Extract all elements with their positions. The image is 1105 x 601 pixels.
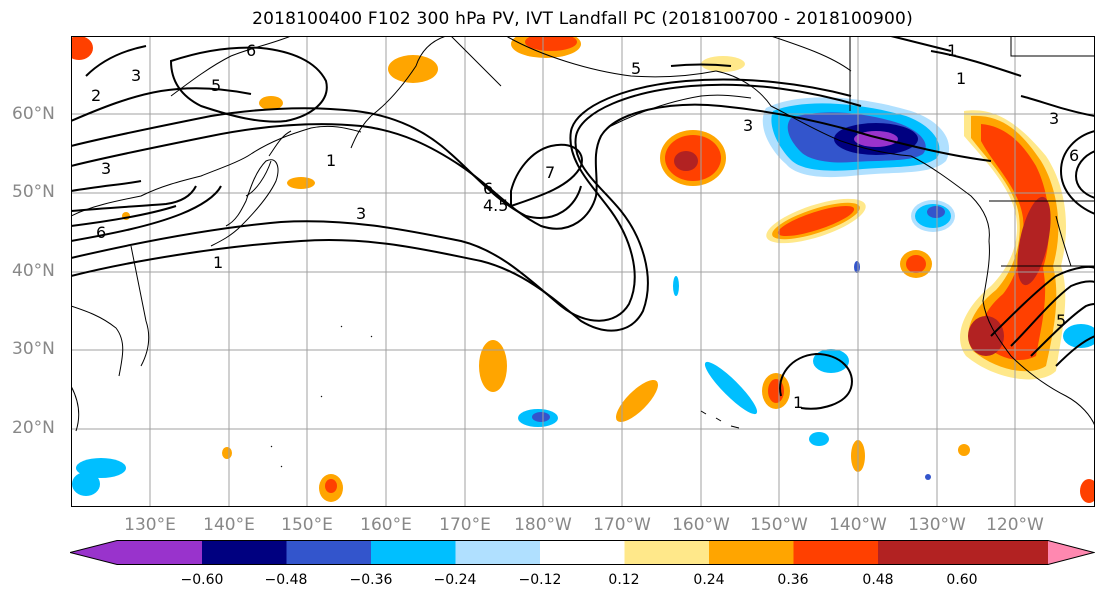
lon-label-170w: 170°W	[593, 515, 651, 535]
colorbar-tick-label: 0.36	[777, 572, 809, 588]
lon-label-160w: 160°W	[672, 515, 730, 535]
lat-label-50n: 50°N	[12, 182, 55, 202]
colorbar-tick-label: −0.48	[264, 572, 308, 588]
contour-label: 6	[96, 223, 106, 242]
colorbar-tick-label: 0.24	[693, 572, 725, 588]
contour-label: 5	[631, 59, 641, 78]
lon-label-160e: 160°E	[360, 515, 412, 535]
colorbar-tick-label: −0.36	[349, 572, 393, 588]
colorbar-tick-label: 0.12	[608, 572, 640, 588]
lat-label-40n: 40°N	[12, 261, 55, 281]
colorbar-tick-label: −0.12	[518, 572, 562, 588]
lon-label-170e: 170°E	[439, 515, 491, 535]
contour-label: 1	[213, 253, 223, 272]
colorbar-cell	[371, 540, 456, 565]
contour-label: 1	[326, 151, 336, 170]
map-panel: 6 5 3 2 6 3 1 1 7 6 4.5 3 6 5 1 1 3 1 3 …	[71, 36, 1095, 507]
colorbar-tick-label: −0.24	[433, 572, 477, 588]
contour-label: 1	[793, 393, 803, 412]
colorbar-tick-label: −0.60	[180, 572, 224, 588]
coastlines	[71, 36, 1095, 468]
lon-label-130w: 130°W	[908, 515, 966, 535]
colorbar	[70, 540, 1095, 565]
contour-label: 5	[211, 76, 221, 95]
lat-label-20n: 20°N	[12, 418, 55, 438]
contour-label: 1	[947, 41, 957, 60]
lon-label-130e: 130°E	[124, 515, 176, 535]
lon-label-150e: 150°E	[281, 515, 333, 535]
contour-label: 4.5	[483, 196, 508, 215]
contour-label: 1	[956, 69, 966, 88]
colorbar-cell	[540, 540, 625, 565]
colorbar-tick-label: 0.48	[862, 572, 894, 588]
colorbar-tick-label: 0.60	[946, 572, 978, 588]
colorbar-cell	[1048, 540, 1094, 565]
contour-label: 3	[1049, 109, 1059, 128]
contour-label: 3	[743, 116, 753, 135]
contour-label: 7	[545, 163, 555, 182]
colorbar-cell	[70, 540, 202, 565]
colorbar-cell	[624, 540, 709, 565]
contour-labels: 6 5 3 2 6 3 1 1 7 6 4.5 3 6 5 1 1 3 1 3 …	[91, 41, 1079, 412]
contour-label: 3	[356, 204, 366, 223]
lon-label-120w: 120°W	[986, 515, 1044, 535]
negative-anomaly-shading	[72, 97, 1095, 496]
colorbar-cell	[878, 540, 1048, 565]
colorbar-cell	[286, 540, 371, 565]
contour-label: 3	[101, 159, 111, 178]
colorbar-cell	[202, 540, 287, 565]
contour-label: 5	[1056, 311, 1066, 330]
colorbar-cell	[793, 540, 878, 565]
chart-title: 2018100400 F102 300 hPa PV, IVT Landfall…	[252, 9, 913, 29]
colorbar-cells	[70, 540, 1094, 565]
contour-label: 6	[483, 179, 493, 198]
lon-label-140w: 140°W	[829, 515, 887, 535]
contour-label: 2	[91, 86, 101, 105]
graticule	[71, 36, 1095, 507]
positive-anomaly-shading	[71, 36, 1095, 503]
lat-label-30n: 30°N	[12, 339, 55, 359]
lon-label-180w: 180°W	[514, 515, 572, 535]
lat-label-60n: 60°N	[12, 104, 55, 124]
lon-label-140e: 140°E	[203, 515, 255, 535]
colorbar-cell	[709, 540, 794, 565]
contour-label: 6	[246, 41, 256, 60]
lon-label-150w: 150°W	[750, 515, 808, 535]
contour-label: 3	[131, 66, 141, 85]
contour-label: 6	[1069, 146, 1079, 165]
colorbar-cell	[455, 540, 540, 565]
pv-contours	[71, 36, 1095, 410]
